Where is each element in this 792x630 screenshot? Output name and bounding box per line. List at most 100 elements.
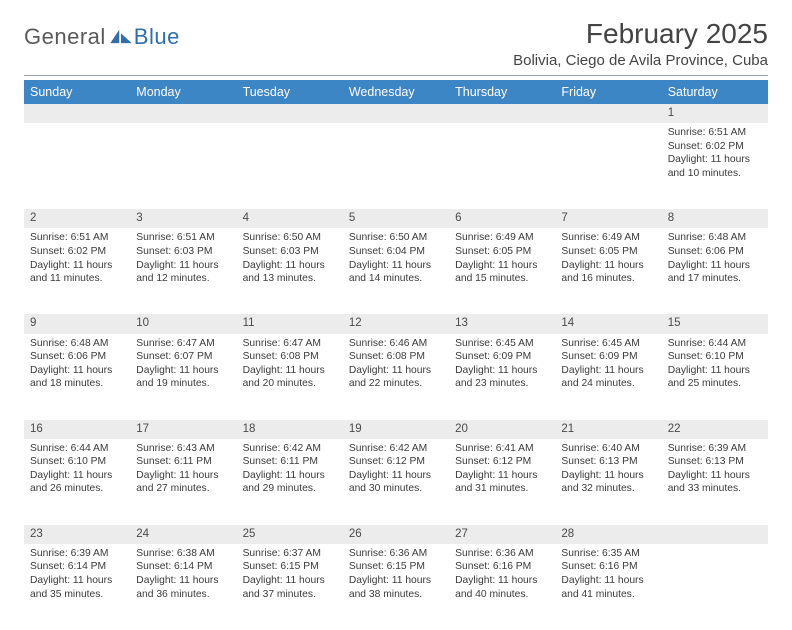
day-number-row: 9101112131415 xyxy=(24,314,768,333)
calendar-body: 1Sunrise: 6:51 AMSunset: 6:02 PMDaylight… xyxy=(24,104,768,630)
day-number-cell: 27 xyxy=(449,525,555,544)
day-cell: Sunrise: 6:45 AMSunset: 6:09 PMDaylight:… xyxy=(555,334,661,420)
day-number-cell: 12 xyxy=(343,314,449,333)
day-cell: Sunrise: 6:42 AMSunset: 6:11 PMDaylight:… xyxy=(237,439,343,525)
day-cell: Sunrise: 6:49 AMSunset: 6:05 PMDaylight:… xyxy=(449,228,555,314)
sunrise-text: Sunrise: 6:51 AM xyxy=(668,126,762,140)
day-cell-content: Sunrise: 6:36 AMSunset: 6:15 PMDaylight:… xyxy=(343,544,449,603)
sunrise-text: Sunrise: 6:38 AM xyxy=(136,547,230,561)
daylight-text: Daylight: 11 hours and 19 minutes. xyxy=(136,364,230,391)
brand-logo: General Blue xyxy=(24,18,180,50)
day-cell: Sunrise: 6:36 AMSunset: 6:15 PMDaylight:… xyxy=(343,544,449,630)
day-number-cell: 3 xyxy=(130,209,236,228)
day-number-cell: 7 xyxy=(555,209,661,228)
sunset-text: Sunset: 6:06 PM xyxy=(30,350,124,364)
sunset-text: Sunset: 6:11 PM xyxy=(136,455,230,469)
daylight-text: Daylight: 11 hours and 41 minutes. xyxy=(561,574,655,601)
day-number-cell xyxy=(555,104,661,123)
day-number-cell: 20 xyxy=(449,420,555,439)
day-cell xyxy=(555,123,661,209)
day-cell-content: Sunrise: 6:43 AMSunset: 6:11 PMDaylight:… xyxy=(130,439,236,498)
daylight-text: Daylight: 11 hours and 27 minutes. xyxy=(136,469,230,496)
sunset-text: Sunset: 6:03 PM xyxy=(243,245,337,259)
sunset-text: Sunset: 6:03 PM xyxy=(136,245,230,259)
sunrise-text: Sunrise: 6:45 AM xyxy=(561,337,655,351)
sunrise-text: Sunrise: 6:42 AM xyxy=(349,442,443,456)
day-number-cell: 22 xyxy=(662,420,768,439)
daylight-text: Daylight: 11 hours and 29 minutes. xyxy=(243,469,337,496)
day-number-cell: 4 xyxy=(237,209,343,228)
daylight-text: Daylight: 11 hours and 17 minutes. xyxy=(668,259,762,286)
day-number-cell xyxy=(130,104,236,123)
day-cell: Sunrise: 6:51 AMSunset: 6:02 PMDaylight:… xyxy=(662,123,768,209)
day-cell-content: Sunrise: 6:50 AMSunset: 6:03 PMDaylight:… xyxy=(237,228,343,287)
day-number-row: 16171819202122 xyxy=(24,420,768,439)
day-content-row: Sunrise: 6:44 AMSunset: 6:10 PMDaylight:… xyxy=(24,439,768,525)
sunrise-text: Sunrise: 6:50 AM xyxy=(349,231,443,245)
daylight-text: Daylight: 11 hours and 33 minutes. xyxy=(668,469,762,496)
day-cell-content: Sunrise: 6:47 AMSunset: 6:07 PMDaylight:… xyxy=(130,334,236,393)
day-cell-content: Sunrise: 6:38 AMSunset: 6:14 PMDaylight:… xyxy=(130,544,236,603)
sunset-text: Sunset: 6:12 PM xyxy=(455,455,549,469)
day-cell: Sunrise: 6:39 AMSunset: 6:13 PMDaylight:… xyxy=(662,439,768,525)
location-subtitle: Bolivia, Ciego de Avila Province, Cuba xyxy=(513,52,768,69)
day-number-cell: 5 xyxy=(343,209,449,228)
day-cell-content: Sunrise: 6:51 AMSunset: 6:02 PMDaylight:… xyxy=(24,228,130,287)
day-cell: Sunrise: 6:46 AMSunset: 6:08 PMDaylight:… xyxy=(343,334,449,420)
sunset-text: Sunset: 6:04 PM xyxy=(349,245,443,259)
sunrise-text: Sunrise: 6:51 AM xyxy=(136,231,230,245)
weekday-header: Friday xyxy=(555,80,661,104)
calendar-table: SundayMondayTuesdayWednesdayThursdayFrid… xyxy=(24,80,768,630)
sunset-text: Sunset: 6:15 PM xyxy=(243,560,337,574)
brand-text-1: General xyxy=(24,24,106,50)
day-cell: Sunrise: 6:40 AMSunset: 6:13 PMDaylight:… xyxy=(555,439,661,525)
day-cell-content: Sunrise: 6:39 AMSunset: 6:14 PMDaylight:… xyxy=(24,544,130,603)
day-number-cell: 10 xyxy=(130,314,236,333)
day-number-cell: 24 xyxy=(130,525,236,544)
sunset-text: Sunset: 6:10 PM xyxy=(30,455,124,469)
day-cell-content: Sunrise: 6:50 AMSunset: 6:04 PMDaylight:… xyxy=(343,228,449,287)
daylight-text: Daylight: 11 hours and 31 minutes. xyxy=(455,469,549,496)
sunrise-text: Sunrise: 6:37 AM xyxy=(243,547,337,561)
day-number-cell: 1 xyxy=(662,104,768,123)
sunset-text: Sunset: 6:15 PM xyxy=(349,560,443,574)
day-cell: Sunrise: 6:47 AMSunset: 6:07 PMDaylight:… xyxy=(130,334,236,420)
sunset-text: Sunset: 6:11 PM xyxy=(243,455,337,469)
daylight-text: Daylight: 11 hours and 40 minutes. xyxy=(455,574,549,601)
daylight-text: Daylight: 11 hours and 24 minutes. xyxy=(561,364,655,391)
day-cell: Sunrise: 6:36 AMSunset: 6:16 PMDaylight:… xyxy=(449,544,555,630)
sunset-text: Sunset: 6:08 PM xyxy=(243,350,337,364)
day-cell: Sunrise: 6:50 AMSunset: 6:04 PMDaylight:… xyxy=(343,228,449,314)
day-number-cell: 25 xyxy=(237,525,343,544)
day-cell: Sunrise: 6:47 AMSunset: 6:08 PMDaylight:… xyxy=(237,334,343,420)
sunrise-text: Sunrise: 6:49 AM xyxy=(561,231,655,245)
sunrise-text: Sunrise: 6:45 AM xyxy=(455,337,549,351)
day-cell-content: Sunrise: 6:45 AMSunset: 6:09 PMDaylight:… xyxy=(449,334,555,393)
weekday-header-row: SundayMondayTuesdayWednesdayThursdayFrid… xyxy=(24,80,768,104)
header-rule xyxy=(24,75,768,76)
day-cell-content: Sunrise: 6:45 AMSunset: 6:09 PMDaylight:… xyxy=(555,334,661,393)
sunrise-text: Sunrise: 6:41 AM xyxy=(455,442,549,456)
sunset-text: Sunset: 6:07 PM xyxy=(136,350,230,364)
daylight-text: Daylight: 11 hours and 18 minutes. xyxy=(30,364,124,391)
day-number-cell: 16 xyxy=(24,420,130,439)
sunrise-text: Sunrise: 6:51 AM xyxy=(30,231,124,245)
day-cell-content: Sunrise: 6:40 AMSunset: 6:13 PMDaylight:… xyxy=(555,439,661,498)
day-number-row: 232425262728 xyxy=(24,525,768,544)
day-cell xyxy=(24,123,130,209)
weekday-header: Tuesday xyxy=(237,80,343,104)
day-number-cell xyxy=(662,525,768,544)
sunset-text: Sunset: 6:06 PM xyxy=(668,245,762,259)
day-number-cell: 23 xyxy=(24,525,130,544)
sunset-text: Sunset: 6:02 PM xyxy=(668,140,762,154)
sunset-text: Sunset: 6:05 PM xyxy=(561,245,655,259)
day-cell: Sunrise: 6:50 AMSunset: 6:03 PMDaylight:… xyxy=(237,228,343,314)
day-number-cell: 13 xyxy=(449,314,555,333)
day-cell-content: Sunrise: 6:49 AMSunset: 6:05 PMDaylight:… xyxy=(449,228,555,287)
day-cell-content: Sunrise: 6:46 AMSunset: 6:08 PMDaylight:… xyxy=(343,334,449,393)
day-cell: Sunrise: 6:49 AMSunset: 6:05 PMDaylight:… xyxy=(555,228,661,314)
daylight-text: Daylight: 11 hours and 26 minutes. xyxy=(30,469,124,496)
sunrise-text: Sunrise: 6:47 AM xyxy=(243,337,337,351)
sunrise-text: Sunrise: 6:40 AM xyxy=(561,442,655,456)
day-number-row: 2345678 xyxy=(24,209,768,228)
